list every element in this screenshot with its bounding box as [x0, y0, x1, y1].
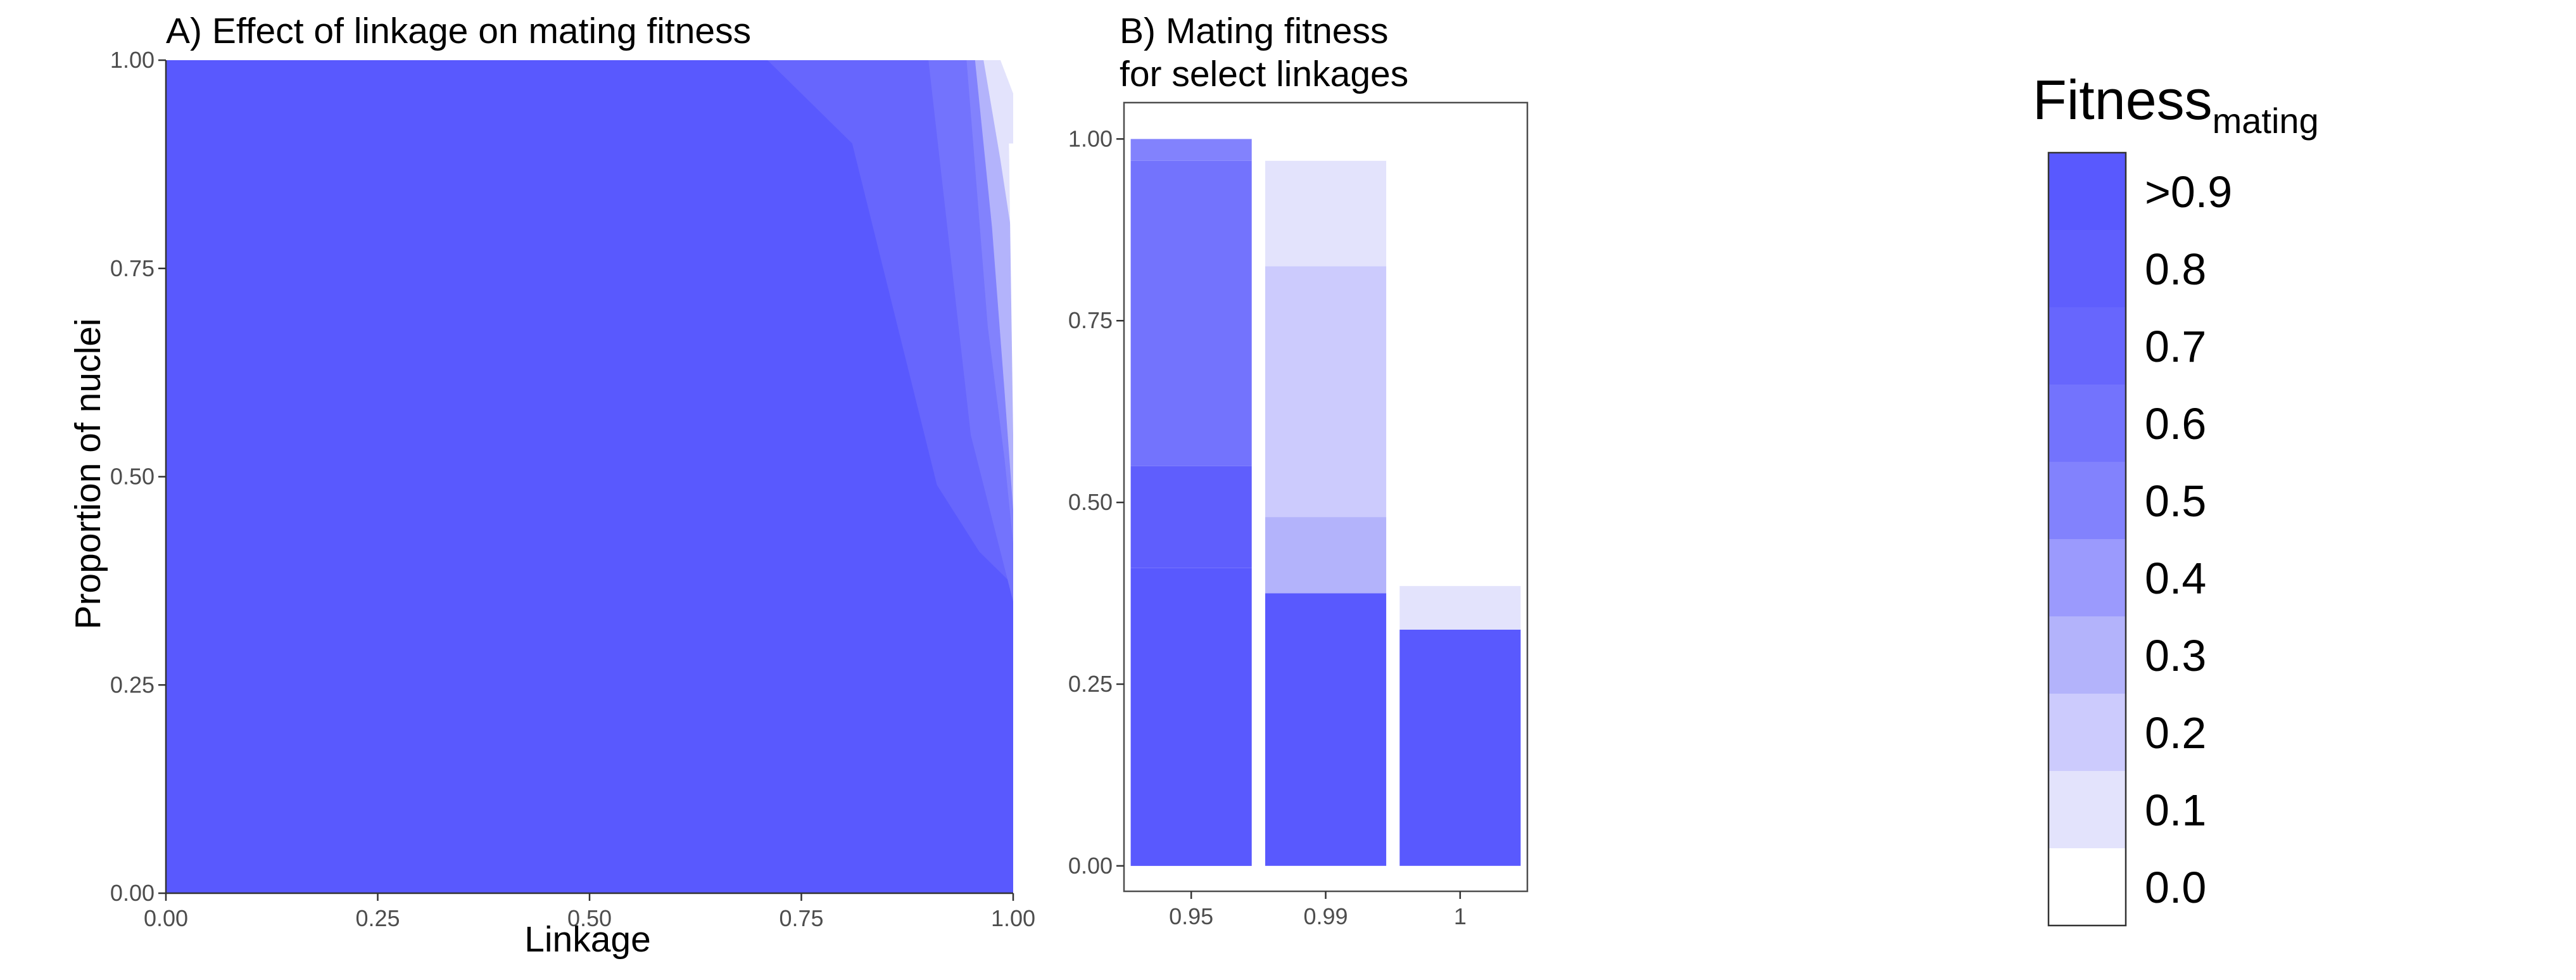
panel-a-region-4 [983, 60, 1013, 244]
panel-b-bar-0.99-segment-0 [1265, 593, 1387, 866]
panel-b-bar-0.95-segment-3 [1130, 139, 1252, 161]
panel-b-bar-0.95-segment-0 [1130, 568, 1252, 866]
panel-a-plot-area [166, 60, 1013, 893]
panel-b-x-tick-label: 0.95 [1169, 903, 1213, 929]
legend-key-label: 0.1 [2145, 786, 2206, 835]
legend-key-swatch [2049, 616, 2126, 694]
panel-a-y-axis-label: Proportion of nuclei [68, 318, 108, 629]
panel-a-title: A) Effect of linkage on mating fitness [166, 11, 751, 51]
panel-a-axes: 0.00 0.25 0.50 0.75 1.00 0.00 0.25 0.50 0.75 1.00 [110, 47, 1035, 931]
panel-a-x-tick-label: 1.00 [991, 905, 1035, 931]
legend-key-label: 0.8 [2145, 245, 2206, 294]
panel-b-x-tick-label: 1 [1454, 903, 1467, 929]
panel-a-x-axis-label: Linkage [524, 919, 651, 960]
panel-b: B) Mating fitness for select linkages 0.… [1068, 11, 1529, 929]
panel-b-y-tick-label: 1.00 [1068, 125, 1113, 151]
panel-a-x-tick-label: 0.75 [779, 905, 823, 931]
panel-b-y-tick-label: 0.25 [1068, 671, 1113, 697]
legend-key-swatch [2049, 694, 2126, 771]
panel-a-y-tick-label: 0.25 [110, 671, 155, 697]
panel-a-x-tick-label: 0.00 [144, 905, 188, 931]
legend-key-swatch [2049, 771, 2126, 848]
panel-b-y-tick-label: 0.00 [1068, 853, 1113, 879]
panel-b-y-tick-label: 0.75 [1068, 307, 1113, 333]
panel-b-axes: 0.00 0.25 0.50 0.75 1.00 0.95 0.99 1 [1068, 101, 1529, 929]
panel-b-x-tick-label: 0.99 [1303, 903, 1348, 929]
legend: Fitnessmating >0.9 0.8 0.7 0.6 0.5 0.4 0.3 0.2 0… [2033, 68, 2319, 927]
legend-key-swatch [2049, 848, 2126, 926]
legend-key-label: 0.2 [2145, 708, 2206, 758]
legend-key-swatch [2049, 385, 2126, 462]
panel-a-x-tick-label: 0.50 [567, 905, 612, 931]
panel-b-bar-0.95-segment-2 [1130, 160, 1252, 466]
legend-key-swatch [2049, 539, 2126, 616]
legend-key-label: 0.6 [2145, 399, 2206, 449]
panel-a-x-tick-label: 0.25 [355, 905, 400, 931]
panel-b-bar-0.95-segment-1 [1130, 466, 1252, 568]
legend-key-label: 0.0 [2145, 863, 2206, 912]
panel-b-bar-0.99-segment-1 [1265, 517, 1387, 594]
legend-key-swatch [2049, 153, 2126, 230]
legend-key-frame [2047, 151, 2127, 927]
panel-b-plot-area [1130, 139, 1521, 866]
panel-a-y-tick-label: 0.00 [110, 880, 155, 906]
legend-key-swatch [2049, 307, 2126, 385]
panel-a-y-tick-label: 0.50 [110, 464, 155, 490]
panel-b-y-tick-label: 0.50 [1068, 489, 1113, 515]
legend-title-main: Fitness [2033, 68, 2213, 131]
legend-key-label: 0.5 [2145, 476, 2206, 526]
panel-a-y-tick-label: 0.75 [110, 255, 155, 281]
legend-title-subscript: mating [2213, 101, 2319, 141]
legend-title: Fitnessmating [2033, 68, 2319, 141]
panel-b-bar-0.99-segment-3 [1265, 160, 1387, 267]
legend-key-label: 0.7 [2145, 322, 2206, 371]
panel-b-bar-1-segment-0 [1399, 629, 1521, 866]
legend-key-swatch [2049, 230, 2126, 307]
panel-b-bar-1-segment-1 [1399, 586, 1521, 630]
panel-a-region-6 [1009, 143, 1013, 435]
panel-a: A) Effect of linkage on mating fitness 0… [68, 11, 1035, 960]
panel-a-y-tick-label: 1.00 [110, 47, 155, 73]
legend-keys: >0.9 0.8 0.7 0.6 0.5 0.4 0.3 0.2 0.1 0.0 [2047, 151, 2232, 927]
panel-a-region-5 [1000, 60, 1013, 94]
panel-b-title-line-2: for select linkages [1120, 54, 1408, 94]
legend-key-label: 0.3 [2145, 631, 2206, 680]
panel-b-title-line-1: B) Mating fitness [1120, 11, 1389, 51]
legend-key-label: 0.4 [2145, 554, 2206, 603]
panel-b-bar-0.99-segment-2 [1265, 266, 1387, 518]
legend-key-swatch [2049, 462, 2126, 539]
legend-key-label: >0.9 [2145, 167, 2232, 217]
